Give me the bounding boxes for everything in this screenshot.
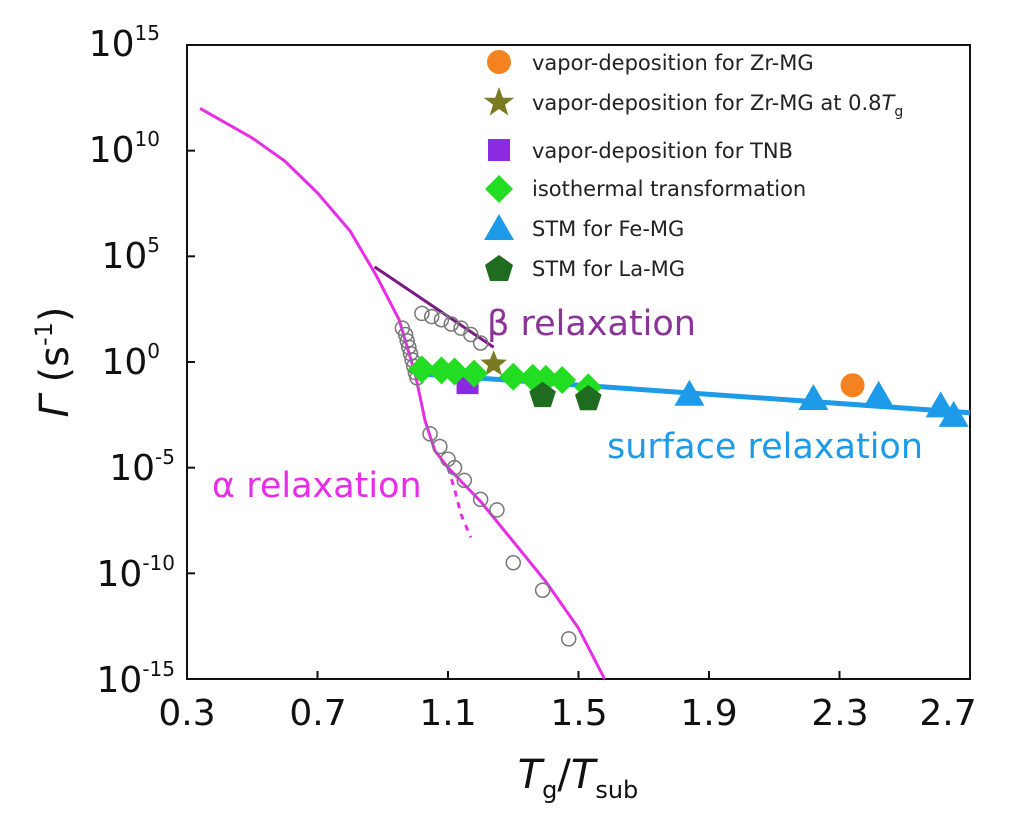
data-point-open-circle [446, 459, 463, 476]
x-tick-label: 0.7 [289, 693, 346, 734]
data-point-open-circle [534, 582, 551, 598]
data-point-diamond [499, 362, 528, 391]
legend-marker-star [483, 87, 515, 116]
legend-item: vapor-deposition for Zr-MG [487, 50, 814, 75]
legend: vapor-deposition for Zr-MG vapor-deposit… [483, 50, 903, 281]
data-point-open-circle [472, 491, 489, 508]
data-point-open-circle [560, 631, 577, 647]
data-point-open-circle [433, 311, 450, 328]
data-point-triangle [674, 379, 705, 406]
legend-item: vapor-deposition for Zr-MG at 0.8Tg [483, 87, 903, 120]
legend-marker-diamond [485, 175, 513, 203]
legend-item: isothermal transformation [485, 175, 806, 203]
x-tick-label: 2.3 [811, 693, 868, 734]
data-point-star [480, 350, 507, 376]
legend-marker-circle [487, 50, 511, 74]
legend-label: STM for La-MG [532, 257, 685, 281]
y-tick-label: 10-10 [97, 551, 175, 595]
open-circles-layer [394, 305, 577, 647]
x-tick-label: 1.1 [419, 693, 476, 734]
x-tick-label: 1.9 [680, 693, 737, 734]
data-point-open-circle [489, 502, 505, 518]
beta-curve [373, 265, 495, 349]
beta-relaxation-label: β relaxation [487, 304, 696, 344]
y-tick-label: 105 [101, 233, 160, 277]
x-tick-labels: 0.3 0.7 1.1 1.5 1.9 2.3 2.7 [158, 693, 976, 734]
legend-label: vapor-deposition for Zr-MG [532, 51, 814, 75]
data-point-open-circle [422, 426, 438, 442]
data-point-open-circle [414, 305, 430, 322]
alpha-curve [199, 107, 606, 680]
markers-layer [407, 350, 969, 427]
data-point-open-circle [472, 335, 489, 351]
data-point-diamond [407, 355, 436, 384]
legend-marker-pentagon [485, 255, 513, 281]
legend-marker-square [488, 139, 510, 161]
legend-item: vapor-deposition for TNB [488, 139, 793, 163]
y-tick-labels: 1015 1010 105 100 10-5 10-10 10-15 [89, 21, 175, 701]
data-point-diamond [460, 359, 489, 388]
legend-label: isothermal transformation [532, 177, 806, 201]
legend-label: vapor-deposition for TNB [532, 139, 793, 163]
x-tick-label: 2.7 [919, 693, 976, 734]
data-point-open-circle [505, 555, 521, 571]
data-point-pentagon [529, 381, 556, 408]
y-tick-label: 100 [101, 339, 160, 383]
data-point-triangle [863, 380, 894, 407]
data-point-open-circle [463, 326, 479, 343]
y-tick-label: 1015 [89, 21, 160, 65]
data-point-open-circle [456, 472, 473, 489]
data-point-open-circle [432, 438, 448, 455]
data-point-diamond [548, 365, 577, 394]
data-point-circle [840, 373, 865, 398]
data-point-triangle [798, 383, 829, 410]
y-axis-label: Γ (s-1) [30, 306, 78, 417]
x-tick-label: 0.3 [158, 693, 215, 734]
y-tick-label: 10-15 [97, 657, 175, 701]
alpha-dashed-curve [446, 467, 473, 538]
surface-relaxation-label: surface relaxation [607, 427, 923, 467]
y-tick-label: 1010 [89, 127, 160, 171]
legend-item: STM for La-MG [485, 255, 685, 281]
legend-item: STM for Fe-MG [484, 214, 684, 241]
data-point-pentagon [575, 385, 602, 411]
legend-label: STM for Fe-MG [532, 217, 684, 241]
data-point-open-circle [423, 308, 440, 325]
alpha-relaxation-label: α relaxation [212, 466, 422, 506]
data-point-open-circle [443, 316, 460, 332]
data-point-triangle [938, 400, 969, 427]
x-axis-label: Tg/Tsub [518, 752, 639, 804]
x-tick-label: 1.5 [550, 693, 607, 734]
legend-marker-triangle [484, 214, 514, 240]
legend-label: vapor-deposition for Zr-MG at 0.8Tg [532, 91, 903, 120]
y-tick-label: 10-5 [109, 445, 175, 489]
data-point-diamond [440, 357, 469, 386]
